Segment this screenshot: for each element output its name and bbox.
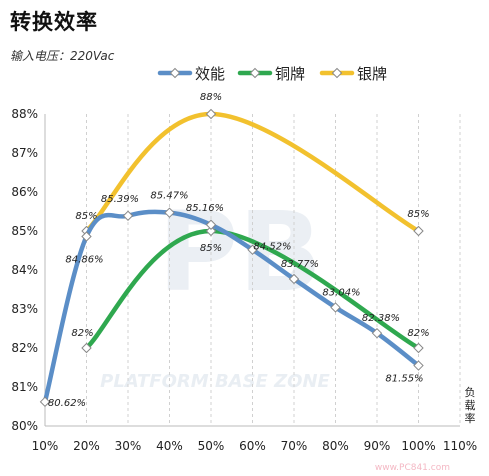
legend-marker <box>169 67 181 79</box>
data-label: 81.55% <box>385 374 423 385</box>
data-point-marker <box>413 342 424 354</box>
x-tick-label: 50% <box>198 439 225 453</box>
legend-item: 银牌 <box>319 65 387 83</box>
series-2: 85% 88% 85% <box>75 92 430 237</box>
data-label: 82.38% <box>362 313 400 324</box>
data-point-marker <box>39 396 51 408</box>
y-tick-label: 87% <box>11 146 38 160</box>
data-point-marker <box>205 225 217 237</box>
legend-marker <box>331 67 343 79</box>
data-label: 85.47% <box>150 191 188 202</box>
data-label: 82% <box>407 328 429 339</box>
x-tick-label: 10% <box>32 439 59 453</box>
axes <box>44 114 460 427</box>
legend-item: 效能 <box>157 65 225 83</box>
y-tick-label: 86% <box>11 185 38 199</box>
data-label: 84.52% <box>253 242 291 253</box>
data-point-marker <box>205 108 217 120</box>
data-label: 85.39% <box>101 194 139 205</box>
data-label: 85.16% <box>186 203 224 214</box>
x-tick-label: 30% <box>115 439 142 453</box>
data-point-marker <box>288 273 300 285</box>
y-tick-label: 83% <box>11 302 38 316</box>
y-tick-label: 80% <box>11 419 38 433</box>
data-point-marker <box>81 231 92 242</box>
data-label: 83.77% <box>281 259 319 270</box>
series: 85% 88% 85% 82% 85% 82% 80.62% 84.86% 85.39% 85.4… <box>39 92 430 409</box>
x-tick-label: 20% <box>73 439 100 453</box>
x-tick-label: 40% <box>156 439 183 453</box>
x-axis-ticks: 10% 20% 30% 40% 50% 60% 70% 80% 90% 100% 110% <box>32 439 477 453</box>
data-point-marker <box>81 342 92 354</box>
watermark: PB PLATFORM BASE ZONE www.PC841.com <box>100 188 450 473</box>
data-label: 83.04% <box>322 287 360 298</box>
data-point-marker <box>413 225 424 237</box>
legend-marker <box>249 67 261 79</box>
data-point-marker <box>413 360 424 371</box>
data-point-marker <box>205 219 217 230</box>
x-tick-label: 90% <box>364 439 391 453</box>
grid <box>86 114 461 426</box>
data-label: 85% <box>407 209 429 220</box>
data-point-marker <box>371 327 383 339</box>
watermark-text: PLATFORM BASE ZONE <box>100 371 330 392</box>
x-tick-label: 110% <box>443 439 477 453</box>
x-tick-label: 100% <box>401 439 435 453</box>
chart-subtitle: 输入电压：220Vac <box>10 49 115 63</box>
data-point-marker <box>164 207 175 218</box>
data-label: 82% <box>71 328 93 339</box>
legend-item: 铜牌 <box>237 65 305 83</box>
data-point-marker <box>330 302 341 313</box>
legend-label: 铜牌 <box>275 65 305 83</box>
svg-text:PB: PB <box>158 188 322 316</box>
y-tick-label: 82% <box>11 341 38 355</box>
legend-label: 银牌 <box>357 65 387 83</box>
x-tick-label: 80% <box>322 439 349 453</box>
data-label: 84.86% <box>65 254 103 265</box>
y-tick-label: 81% <box>11 380 38 394</box>
legend: 效能 铜牌 银牌 <box>157 65 387 83</box>
data-point-marker <box>247 244 258 255</box>
chart-title: 转换效率 <box>10 10 98 34</box>
y-tick-label: 88% <box>11 107 38 121</box>
data-label: 80.62% <box>48 398 86 409</box>
series-1: 82% 85% 82% <box>71 225 430 354</box>
data-label: 85% <box>75 211 97 222</box>
data-point-marker <box>122 210 134 221</box>
x-tick-label: 70% <box>281 439 308 453</box>
y-tick-label: 84% <box>11 263 38 277</box>
y-tick-label: 85% <box>11 224 38 238</box>
data-label: 88% <box>200 92 222 103</box>
y-axis-ticks: 80% 81% 82% 83% 84% 85% 86% 87% 88% <box>11 107 38 433</box>
legend-label: 效能 <box>195 65 225 83</box>
x-axis-title: 负载率 <box>465 385 476 425</box>
watermark-site: www.PC841.com <box>375 463 450 473</box>
series-0: 80.62% 84.86% 85.39% 85.47%85.16% 84.52% 83.7… <box>39 191 424 409</box>
data-label: 85% <box>200 243 222 254</box>
x-tick-label: 60% <box>239 439 266 453</box>
